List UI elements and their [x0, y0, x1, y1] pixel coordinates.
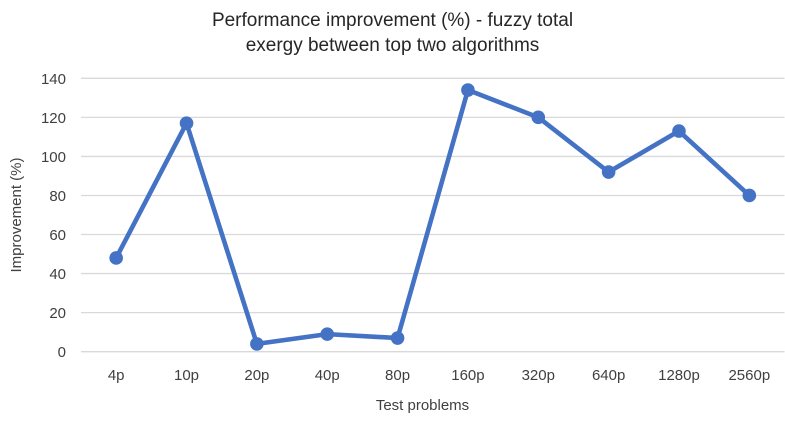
- chart-title: Performance improvement (%) - fuzzy tota…: [0, 8, 785, 58]
- x-axis-title: Test problems: [375, 397, 470, 414]
- y-tick-label-0: 0: [58, 344, 66, 361]
- y-tick-label-100: 100: [41, 149, 66, 166]
- x-tick-label-10p: 10p: [174, 367, 199, 384]
- y-tick-label-120: 120: [41, 110, 66, 127]
- x-tick-label-320p: 320p: [522, 367, 555, 384]
- data-point-2560p: [742, 188, 757, 203]
- x-tick-label-640p: 640p: [592, 367, 625, 384]
- chart-title-line2: exergy between top two algorithms: [245, 35, 540, 57]
- data-line: [113, 87, 752, 347]
- data-point-160p: [461, 83, 475, 97]
- data-point-4p: [109, 251, 123, 265]
- x-tick-label-2560p: 2560p: [728, 367, 770, 384]
- y-tick-label-140: 140: [41, 71, 66, 88]
- x-tick-label-160p: 160p: [451, 367, 484, 384]
- data-point-640p: [601, 165, 616, 179]
- y-tick-label-60: 60: [49, 227, 66, 244]
- data-point-10p: [179, 116, 194, 131]
- y-tick-label-80: 80: [49, 188, 66, 205]
- data-point-320p: [531, 110, 546, 125]
- y-tick-label-20: 20: [49, 305, 66, 322]
- data-point-80p: [390, 331, 405, 345]
- chart-title-line1: Performance improvement (%) - fuzzy tota…: [211, 10, 574, 31]
- data-point-20p: [250, 337, 264, 351]
- data-point-40p: [320, 327, 335, 341]
- x-tick-label-40p: 40p: [315, 367, 340, 384]
- y-tick-label-40: 40: [49, 266, 66, 283]
- data-point-1280p: [672, 124, 686, 138]
- x-tick-label-1280p: 1280p: [658, 367, 700, 384]
- x-tick-label-4p: 4p: [108, 367, 125, 384]
- x-tick-label-80p: 80p: [385, 367, 410, 384]
- x-tick-label-20p: 20p: [244, 367, 269, 384]
